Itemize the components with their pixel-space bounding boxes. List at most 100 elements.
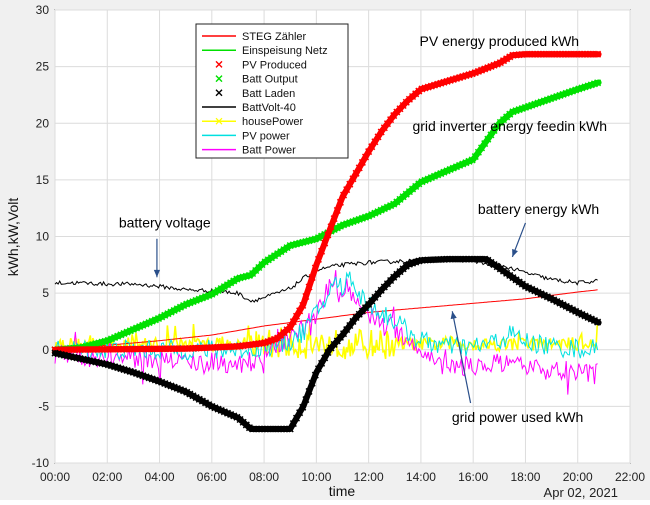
- series-pv-produced-marker: [333, 206, 341, 214]
- legend-swatch-housepower-marker: [215, 117, 223, 125]
- legend-label-batt-laden: Batt Laden: [242, 88, 295, 100]
- series-pv-produced-marker: [289, 318, 297, 326]
- series-batt-laden-marker: [289, 420, 297, 428]
- y-tick-label: -10: [32, 456, 50, 470]
- series-pv-produced-marker: [318, 247, 326, 255]
- series-batt-laden-marker: [314, 365, 322, 373]
- legend-swatch-batt-laden: [215, 89, 223, 97]
- y-tick-label: 20: [36, 116, 50, 130]
- y-tick-label: 0: [42, 343, 49, 357]
- y-tick-label: 5: [42, 286, 49, 300]
- x-tick-label: 18:00: [510, 470, 540, 484]
- legend-label-steg-z-hler: STEG Zähler: [242, 31, 307, 43]
- annotation-label: PV energy produced kWh: [420, 33, 580, 49]
- series-pv-produced-marker: [321, 239, 329, 247]
- series-batt-laden-marker: [318, 359, 326, 367]
- legend-swatch-batt-output: [215, 75, 223, 83]
- series-batt-output-marker: [267, 254, 275, 262]
- x-tick-label: 22:00: [615, 470, 645, 484]
- x-tick-label: 08:00: [249, 470, 279, 484]
- series-batt-laden-marker: [292, 414, 301, 422]
- x-tick-label: 02:00: [92, 470, 122, 484]
- series-batt-output-marker: [264, 256, 272, 264]
- series-batt-laden-marker: [324, 348, 332, 356]
- legend-label-pv-power: PV power: [242, 130, 290, 142]
- y-tick-label: 15: [36, 173, 50, 187]
- series-batt-output-marker: [478, 144, 486, 152]
- x-tick-label: 20:00: [563, 470, 593, 484]
- date-label: Apr 02, 2021: [544, 485, 618, 500]
- legend-label-batt-power: Batt Power: [242, 145, 296, 157]
- series-batt-laden-marker: [311, 371, 319, 379]
- annotation-arrow-shaft: [451, 311, 472, 404]
- legend: STEG Zähler Einspeisung Netz PV Produced Ba…: [195, 23, 349, 159]
- series-pv-produced-marker: [349, 175, 357, 183]
- x-tick-label: 10:00: [301, 470, 331, 484]
- annotation-label: battery energy kWh: [478, 201, 599, 217]
- annotation-arrow-head: [512, 248, 518, 257]
- series-batt-laden-marker: [302, 396, 310, 404]
- series-batt-laden-marker: [296, 409, 304, 417]
- series-pv-produced-marker: [352, 169, 360, 177]
- series-pv-produced-marker: [374, 133, 382, 141]
- series-battvolt-40-line: [54, 256, 598, 303]
- series-batt-output-marker: [481, 140, 489, 148]
- series-pv-produced-marker: [302, 292, 310, 301]
- series-pv-produced-marker: [368, 143, 376, 151]
- series-pv-power-line: [54, 271, 599, 361]
- series-pv-produced-marker: [308, 273, 316, 282]
- series-steg-z-hler-line: [54, 289, 598, 351]
- series-pv-produced-marker: [365, 148, 373, 156]
- legend-label-battvolt-40: BattVolt-40: [242, 102, 296, 114]
- series-batt-output-marker: [280, 246, 288, 254]
- series-pv-produced-marker: [340, 191, 348, 199]
- annotation-arrow-head: [450, 311, 457, 320]
- legend-label-batt-output: Batt Output: [242, 74, 298, 86]
- y-tick-label: 25: [36, 60, 50, 74]
- x-tick-label: 14:00: [406, 470, 436, 484]
- series-pv-produced-marker: [292, 312, 301, 320]
- annotation-label: grid inverter energy feedin kWh: [412, 118, 607, 134]
- series-batt-output-marker: [271, 252, 279, 260]
- series-pv-produced-marker: [305, 283, 313, 291]
- series-pv-produced-marker: [343, 186, 351, 194]
- series-pv-produced-marker: [286, 323, 294, 331]
- series-batt-output-marker: [261, 258, 269, 266]
- series-pv-produced-marker: [361, 153, 370, 161]
- series-pv-produced-marker: [296, 307, 304, 315]
- legend-label-housepower: housePower: [242, 116, 303, 128]
- annotation-label: grid power used kWh: [452, 409, 584, 425]
- series-batt-laden-marker: [305, 387, 313, 395]
- x-axis-label: time: [329, 483, 356, 499]
- y-tick-label: 30: [36, 3, 50, 17]
- series-pv-produced-marker: [314, 255, 322, 263]
- y-tick-label: 10: [36, 230, 50, 244]
- x-tick-label: 06:00: [197, 470, 227, 484]
- series-batt-output-marker: [274, 250, 282, 258]
- series-batt-laden-marker: [321, 354, 329, 362]
- series-pv-produced-marker: [299, 301, 307, 309]
- series-pv-produced-marker: [324, 231, 332, 239]
- legend-items: STEG Zähler Einspeisung Netz PV Produced Ba…: [202, 31, 328, 157]
- annotations: PV energy produced kWh grid inverter ener…: [119, 33, 607, 425]
- x-tick-label: 00:00: [40, 470, 70, 484]
- y-axis-label: kWh,kW,Volt: [5, 198, 21, 277]
- series-layer: [51, 50, 602, 433]
- series-batt-output-marker: [471, 153, 479, 161]
- series-batt-output-marker: [283, 244, 291, 252]
- series-pv-produced-marker: [377, 128, 385, 136]
- x-tick-label: 12:00: [354, 470, 384, 484]
- series-pv-produced-marker: [358, 158, 366, 166]
- series-pv-produced-marker: [336, 198, 344, 206]
- legend-label-pv-produced: PV Produced: [242, 59, 307, 71]
- series-batt-laden-marker: [594, 318, 602, 326]
- series-pv-produced-marker: [355, 164, 363, 172]
- series-batt-laden-marker: [308, 379, 316, 387]
- series-batt-output-marker: [487, 131, 495, 139]
- series-batt-laden-marker: [286, 425, 294, 433]
- x-tick-label: 16:00: [458, 470, 488, 484]
- series-batt-output-marker: [277, 248, 285, 256]
- annotation-label: battery voltage: [119, 214, 211, 230]
- series-batt-output-marker: [490, 126, 498, 135]
